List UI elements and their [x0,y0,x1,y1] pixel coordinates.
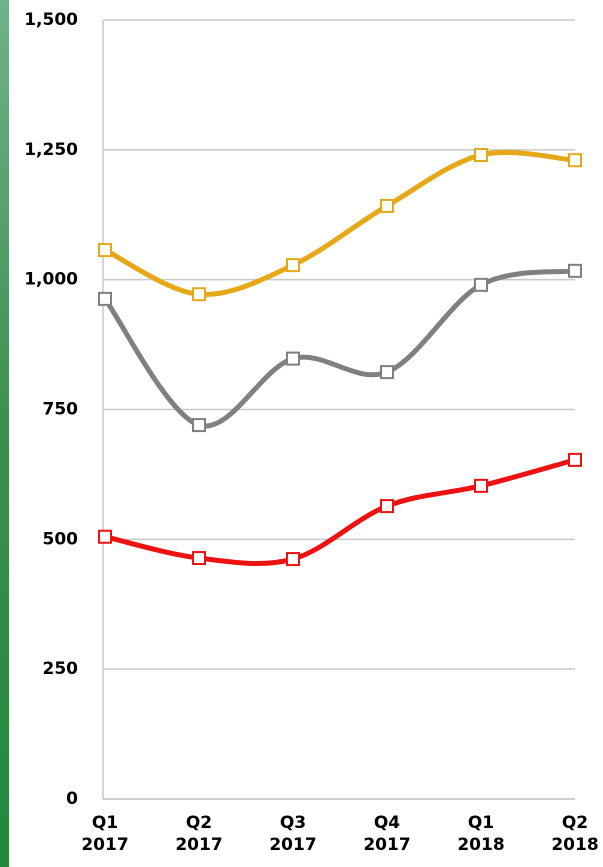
point-marker [193,288,205,300]
side-strip [0,0,9,867]
point-marker [381,366,393,378]
y-tick-label: 500 [43,529,79,549]
point-marker [381,200,393,212]
x-tick-label: Q2 2018 [545,812,603,856]
chart: 0 250 500 750 1,000 1,250 1,500 [0,0,603,867]
y-tick-label: 1,000 [24,270,78,290]
series-line [105,460,575,564]
y-tick-label: 0 [66,789,78,809]
point-marker [99,293,111,305]
point-marker [193,419,205,431]
series-line [105,271,575,426]
x-tick-label: Q4 2017 [357,812,417,856]
point-marker [475,480,487,492]
point-marker [475,279,487,291]
x-tick-label: Q3 2017 [263,812,323,856]
point-marker [99,531,111,543]
point-marker [193,552,205,564]
point-marker [569,154,581,166]
point-marker [287,353,299,365]
x-tick-label: Q1 2018 [451,812,511,856]
point-marker [475,149,487,161]
y-tick-label: 750 [43,400,79,420]
point-marker [569,454,581,466]
point-marker [381,500,393,512]
y-tick-label: 1,500 [24,10,78,30]
point-marker [287,259,299,271]
point-marker [99,244,111,256]
x-tick-label: Q2 2017 [169,812,229,856]
y-tick-label: 250 [43,659,79,679]
y-tick-label: 1,250 [24,140,78,160]
x-tick-label: Q1 2017 [75,812,135,856]
series-line [105,152,575,294]
point-marker [287,553,299,565]
page: 0 250 500 750 1,000 1,250 1,500 Q1 2017 Q2 2017… [0,0,603,867]
point-marker [569,265,581,277]
